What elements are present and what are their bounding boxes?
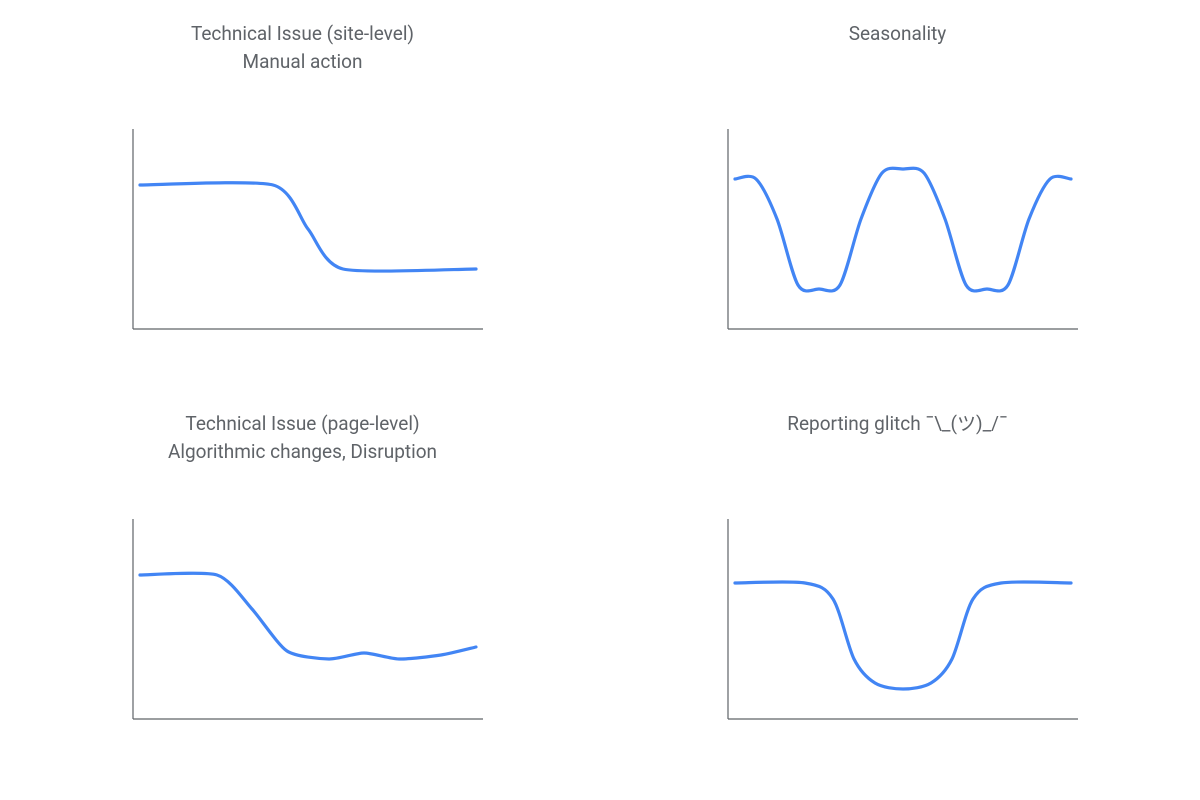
chart-svg [113, 119, 493, 344]
panel-title: Seasonality [849, 20, 947, 74]
chart-svg [113, 509, 493, 734]
panel-seasonality: Seasonality [675, 20, 1120, 370]
chart-container [80, 483, 525, 760]
data-line [735, 581, 1071, 688]
panel-title: Technical Issue (site-level) Manual acti… [191, 20, 414, 75]
chart-svg [708, 119, 1088, 344]
panel-page-level: Technical Issue (page-level) Algorithmic… [80, 410, 525, 760]
data-line [140, 573, 476, 659]
panel-reporting-glitch: Reporting glitch ¯\_(ツ)_/¯ [675, 410, 1120, 760]
data-line [735, 168, 1071, 291]
chart-container [675, 92, 1120, 370]
chart-container [80, 93, 525, 370]
panel-site-level: Technical Issue (site-level) Manual acti… [80, 20, 525, 370]
chart-svg [708, 509, 1088, 734]
panel-title: Technical Issue (page-level) Algorithmic… [168, 410, 437, 465]
data-line [140, 183, 476, 271]
chart-container [675, 482, 1120, 760]
chart-grid: Technical Issue (site-level) Manual acti… [0, 0, 1200, 800]
panel-title: Reporting glitch ¯\_(ツ)_/¯ [787, 410, 1007, 464]
